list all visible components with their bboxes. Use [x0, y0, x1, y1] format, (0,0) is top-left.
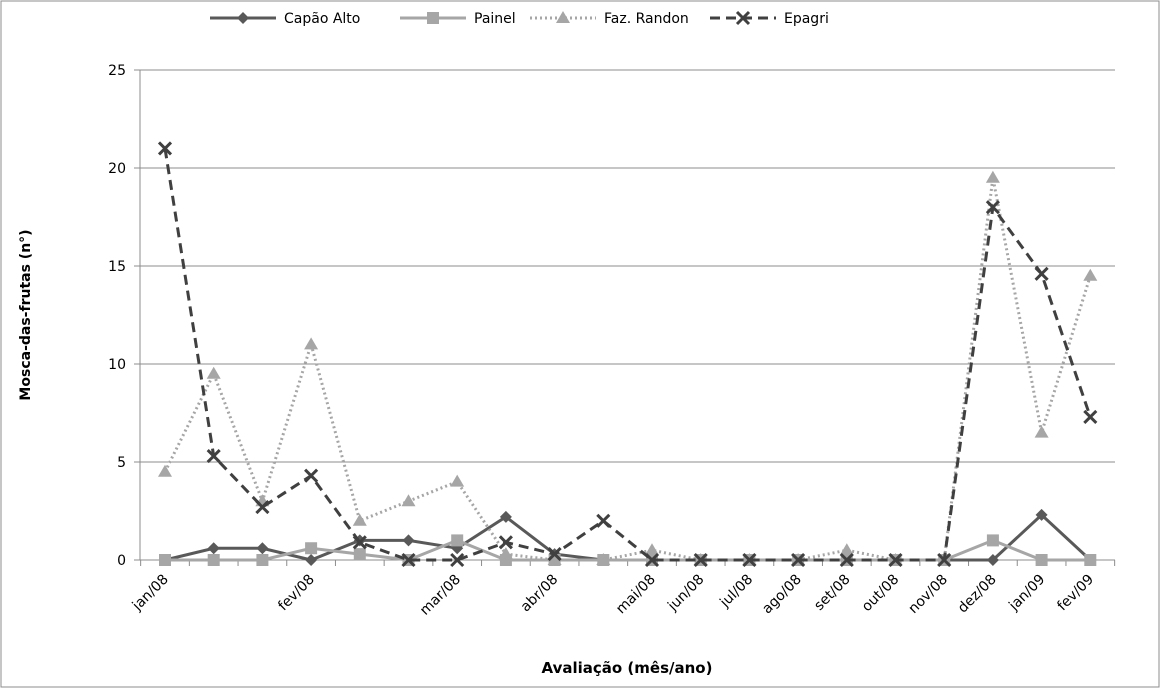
series-line: [163, 148, 1092, 562]
point: [791, 552, 806, 568]
point: [427, 12, 439, 24]
point: [1035, 508, 1048, 521]
point: [499, 510, 512, 523]
point: [207, 554, 220, 566]
point: [304, 337, 319, 350]
legend-label: Painel: [474, 11, 516, 27]
point: [1035, 554, 1048, 566]
point: [498, 547, 513, 560]
point: [498, 535, 513, 550]
y-axis-title: Mosca-das-frutas (n°): [18, 229, 34, 400]
point: [547, 553, 562, 565]
point: [644, 552, 660, 568]
legend-item: Painel: [400, 11, 516, 27]
point: [450, 474, 465, 487]
point: [305, 554, 318, 566]
point: [353, 548, 366, 561]
point: [547, 547, 562, 562]
point: [888, 552, 903, 568]
point: [304, 468, 319, 483]
point: [402, 534, 415, 547]
point: [255, 500, 270, 515]
x-axis-title: Avaliação (mês/ano): [542, 659, 713, 677]
point: [937, 552, 952, 568]
point: [206, 449, 221, 464]
point: [986, 554, 999, 566]
y-tick-label: 15: [108, 259, 126, 275]
point: [839, 543, 854, 556]
series-line: [165, 538, 1091, 562]
y-tick-label: 5: [117, 455, 126, 471]
point: [159, 554, 171, 566]
y-tick-label: 20: [108, 161, 126, 177]
point: [986, 534, 999, 547]
point: [206, 366, 221, 379]
point: [985, 200, 1000, 215]
point: [1084, 554, 1097, 566]
legend-label: Faz. Randon: [604, 11, 689, 27]
point: [556, 11, 570, 23]
point: [1083, 268, 1098, 281]
point: [596, 513, 611, 528]
point: [207, 542, 220, 555]
point: [1034, 425, 1049, 438]
point: [596, 553, 611, 565]
point: [305, 542, 318, 555]
point: [1034, 266, 1049, 281]
legend-item: Epagri: [710, 10, 829, 27]
legend-label: Capão Alto: [284, 11, 360, 27]
point: [256, 554, 269, 566]
point: [693, 552, 708, 568]
point: [158, 464, 172, 477]
point: [742, 552, 757, 568]
point: [352, 513, 367, 526]
point: [352, 535, 367, 550]
y-tick-label: 25: [108, 63, 126, 79]
point: [735, 10, 751, 26]
point: [839, 552, 854, 568]
legend-item: Faz. Randon: [530, 11, 689, 27]
series-line: [163, 177, 1092, 562]
y-tick-label: 0: [117, 553, 126, 569]
legend-item: Capão Alto: [210, 11, 360, 27]
point: [401, 494, 416, 507]
y-tick-label: 10: [108, 357, 126, 373]
point: [256, 542, 269, 555]
legend-label: Epagri: [784, 11, 829, 27]
point: [1083, 409, 1098, 424]
point: [645, 543, 659, 556]
point: [157, 141, 173, 156]
point: [985, 170, 1000, 183]
point: [450, 552, 465, 568]
point: [451, 534, 464, 547]
point: [401, 552, 416, 568]
point: [237, 12, 249, 24]
